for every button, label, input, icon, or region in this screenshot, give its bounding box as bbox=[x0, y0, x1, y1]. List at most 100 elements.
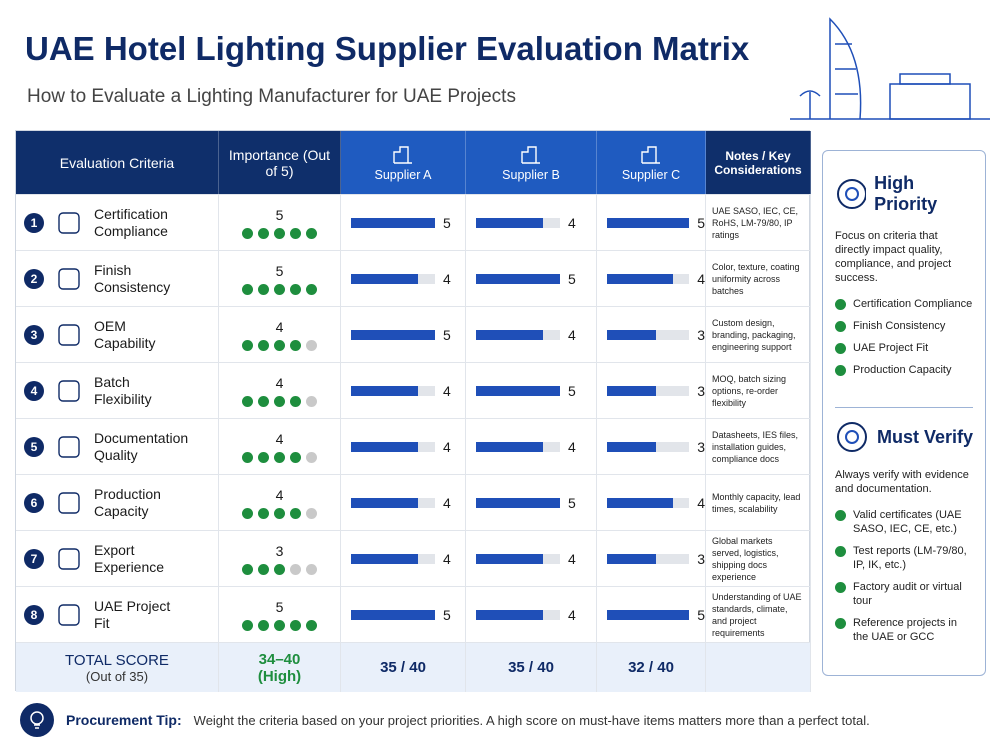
importance-dot bbox=[306, 619, 317, 631]
list-item-text: Production Capacity bbox=[853, 364, 952, 376]
importance-dot bbox=[306, 283, 317, 295]
row-number: 6 bbox=[24, 492, 44, 513]
importance-dots bbox=[242, 563, 317, 575]
score-cell: 4 bbox=[466, 194, 597, 250]
criterion-icon bbox=[58, 603, 80, 626]
importance-dots bbox=[242, 339, 317, 351]
row-number: 3 bbox=[24, 324, 44, 345]
list-item-text: UAE Project Fit bbox=[853, 342, 929, 354]
score-cell: 5 bbox=[597, 586, 706, 642]
importance-dots bbox=[242, 619, 317, 631]
score-value: 4 bbox=[568, 550, 576, 567]
column-header: Notes / Key Considerations bbox=[706, 131, 811, 194]
importance-dot bbox=[290, 339, 301, 351]
list-item: Certification Compliance bbox=[835, 297, 973, 311]
criterion-cell: 1 Certification Compliance bbox=[16, 194, 219, 250]
supplier-icon bbox=[393, 145, 412, 164]
tip-label: Procurement Tip: bbox=[66, 712, 182, 728]
criterion-name: Export Experience bbox=[94, 541, 165, 575]
score-value: 4 bbox=[568, 606, 576, 623]
importance-dot bbox=[306, 563, 317, 575]
total-score: 35 / 40 bbox=[466, 642, 597, 692]
score-bar bbox=[607, 385, 657, 396]
score-track bbox=[607, 441, 690, 452]
importance-dot bbox=[258, 507, 269, 519]
score-bar bbox=[476, 609, 544, 620]
title: UAE Hotel Lighting Supplier Evaluation M… bbox=[25, 30, 750, 67]
criterion-icon bbox=[58, 211, 80, 234]
notes-cell: Global markets served, logistics, shippi… bbox=[706, 530, 811, 586]
notes-cell: MOQ, batch sizing options, re-order flex… bbox=[706, 362, 811, 418]
importance-dot bbox=[274, 227, 285, 239]
criterion-name: Documentation Quality bbox=[94, 429, 189, 463]
row-number: 5 bbox=[24, 436, 44, 457]
score-cell: 4 bbox=[466, 418, 597, 474]
score-track bbox=[351, 441, 435, 452]
section-text: Focus on criteria that directly impact q… bbox=[835, 230, 952, 284]
criterion-icon bbox=[58, 435, 80, 458]
score-bar bbox=[476, 497, 560, 508]
score-bar bbox=[476, 441, 544, 452]
criterion-cell: 3 OEM Capability bbox=[16, 306, 219, 362]
matrix-table: Evaluation Criteria Importance (Out of 5)… bbox=[15, 130, 811, 692]
score-track bbox=[607, 553, 690, 564]
score-track bbox=[351, 273, 435, 284]
column-header: Supplier B bbox=[466, 131, 597, 194]
importance-dot bbox=[258, 227, 269, 239]
importance-value: 4 bbox=[275, 318, 284, 335]
tip-text: Weight the criteria based on your projec… bbox=[193, 712, 870, 728]
criterion-cell: 6 Production Capacity bbox=[16, 474, 219, 530]
list-item: Finish Consistency bbox=[835, 319, 973, 333]
section-title: Must Verify bbox=[876, 426, 974, 447]
score-track bbox=[351, 329, 435, 340]
score-bar bbox=[607, 609, 690, 620]
score-cell: 5 bbox=[597, 194, 706, 250]
score-value: 5 bbox=[443, 326, 451, 343]
importance-dot bbox=[274, 339, 285, 351]
score-cell: 5 bbox=[341, 194, 466, 250]
criterion-cell: 7 Export Experience bbox=[16, 530, 219, 586]
importance-value: 4 bbox=[275, 486, 284, 503]
row-number: 7 bbox=[24, 548, 44, 569]
importance-cell: 5 bbox=[219, 586, 341, 642]
score-cell: 3 bbox=[597, 530, 706, 586]
score-value: 5 bbox=[443, 214, 451, 231]
score-track bbox=[476, 553, 560, 564]
importance-dot bbox=[258, 619, 269, 631]
score-bar bbox=[351, 553, 419, 564]
score-bar bbox=[607, 553, 657, 564]
score-track bbox=[607, 497, 690, 508]
section-text: Always verify with evidence and document… bbox=[835, 469, 969, 495]
importance-dot bbox=[306, 451, 317, 463]
score-bar bbox=[476, 385, 560, 396]
score-track bbox=[476, 217, 560, 228]
check-icon bbox=[835, 618, 846, 629]
row-number: 4 bbox=[24, 380, 44, 401]
score-cell: 4 bbox=[466, 530, 597, 586]
importance-dot bbox=[306, 339, 317, 351]
score-bar bbox=[476, 217, 544, 228]
criterion-icon bbox=[58, 547, 80, 570]
score-value: 4 bbox=[568, 326, 576, 343]
score-track bbox=[351, 497, 435, 508]
importance-dot bbox=[258, 395, 269, 407]
criterion-cell: 4 Batch Flexibility bbox=[16, 362, 219, 418]
score-value: 4 bbox=[443, 550, 451, 567]
criterion-icon bbox=[58, 323, 80, 346]
importance-dot bbox=[306, 507, 317, 519]
score-cell: 3 bbox=[597, 306, 706, 362]
supplier-icon bbox=[521, 145, 540, 164]
importance-dot bbox=[306, 227, 317, 239]
score-cell: 4 bbox=[341, 250, 466, 306]
score-track bbox=[607, 273, 690, 284]
importance-dot bbox=[274, 451, 285, 463]
score-track bbox=[476, 609, 560, 620]
score-value: 4 bbox=[443, 382, 451, 399]
score-track bbox=[607, 609, 690, 620]
list-item-text: Finish Consistency bbox=[853, 320, 946, 332]
column-header-text: Supplier C bbox=[621, 167, 681, 182]
importance-dot bbox=[242, 507, 253, 519]
check-icon bbox=[835, 343, 846, 354]
list-item-text: Factory audit or virtual tour bbox=[853, 581, 962, 607]
